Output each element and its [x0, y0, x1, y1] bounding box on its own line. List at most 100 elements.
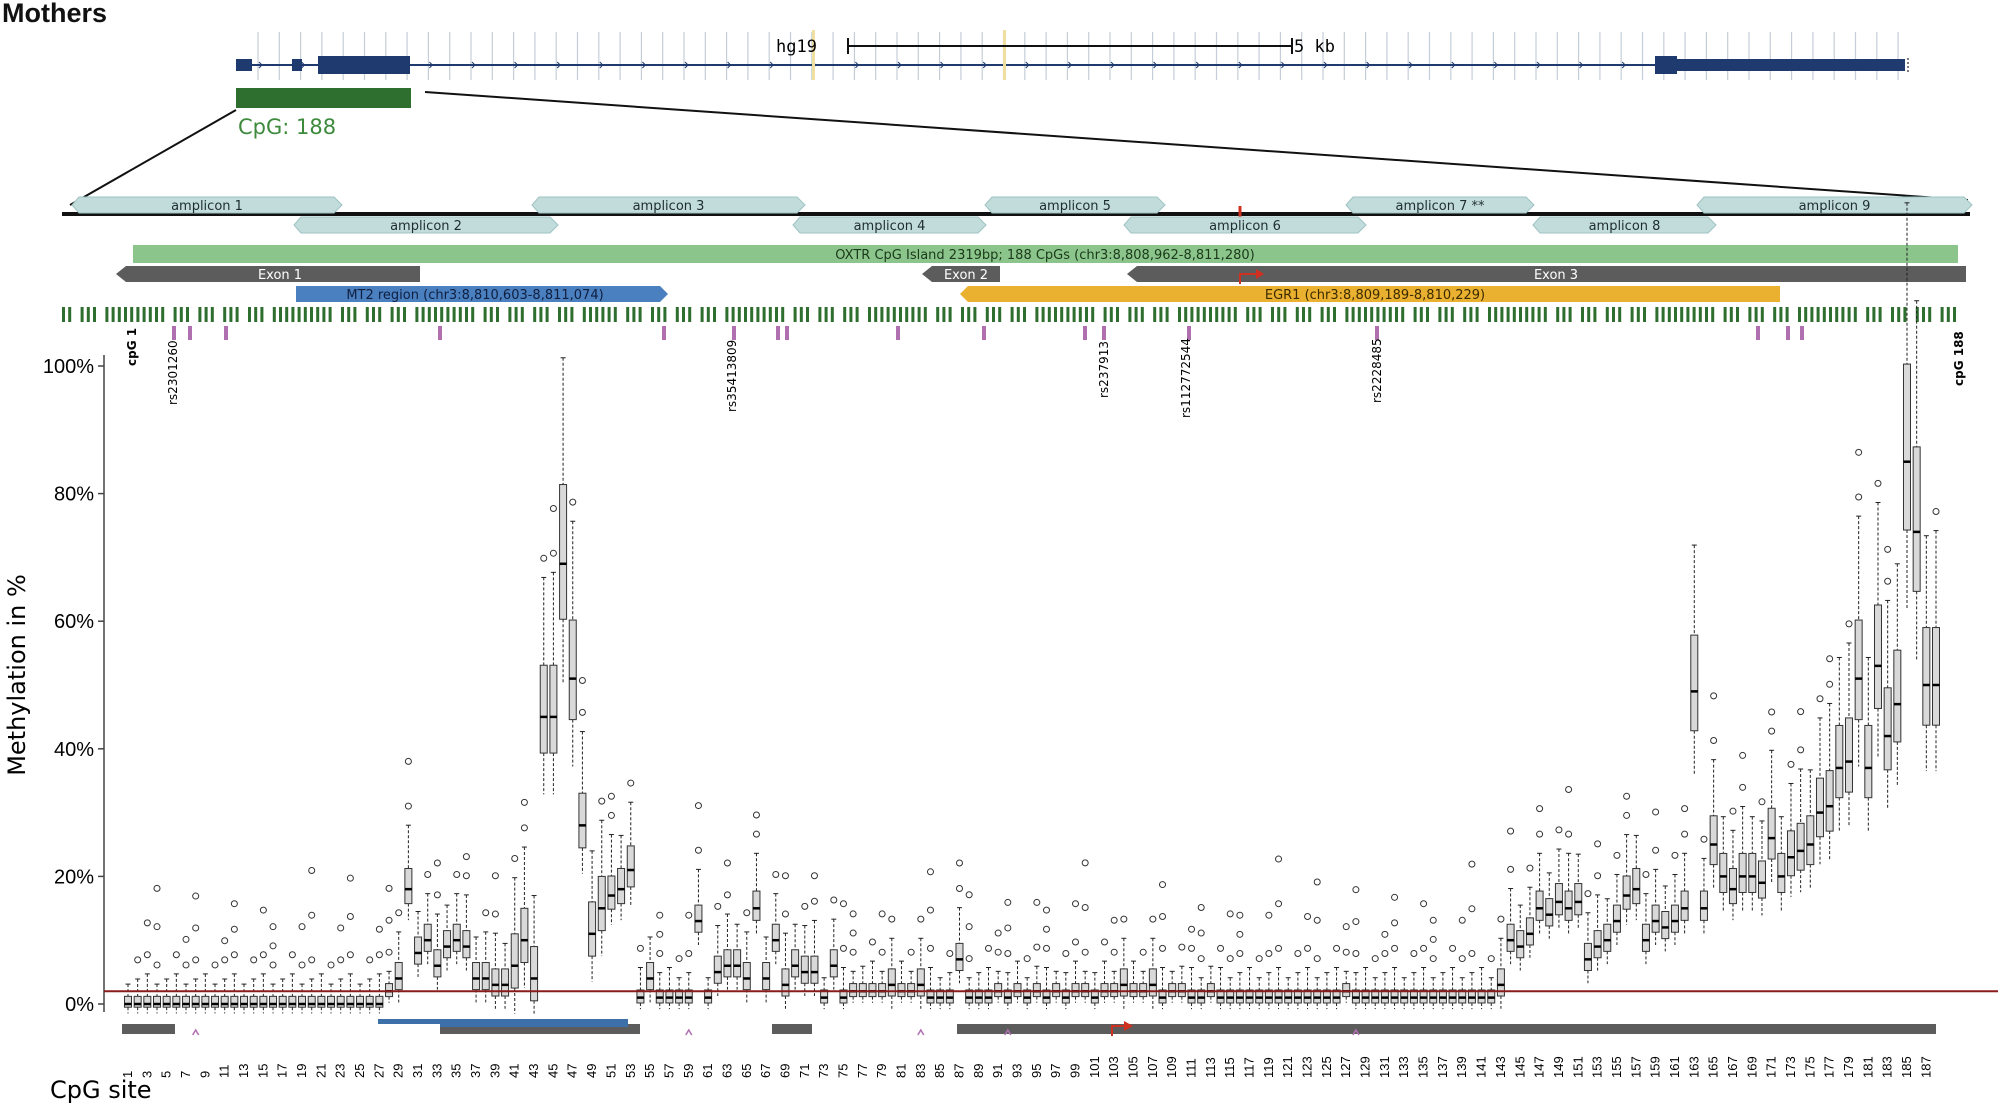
box-outlier	[1043, 925, 1051, 933]
box-outlier	[395, 909, 403, 917]
box-cpg-25	[356, 983, 365, 1014]
box-iqr	[404, 867, 413, 905]
box-cpg-85	[936, 977, 945, 1010]
x-tick-label: 177	[1822, 1056, 1837, 1078]
cpg-tick	[1556, 307, 1560, 322]
box-iqr	[617, 867, 626, 905]
box-cpg-9	[201, 973, 210, 1014]
box-outlier	[259, 951, 267, 959]
box-cpg-75	[839, 900, 848, 1010]
cpg-tick	[1537, 307, 1541, 322]
box-iqr	[1583, 942, 1592, 972]
box-outlier	[327, 961, 335, 969]
box-iqr	[1119, 968, 1128, 997]
box-outlier	[1178, 943, 1186, 951]
bottom-region-bar	[122, 1024, 1936, 1034]
x-tick-label: 139	[1454, 1056, 1469, 1078]
box-iqr	[1912, 446, 1921, 592]
box-outlier	[540, 554, 548, 562]
x-axis-ticks: 1 3 5 7 9 11 13 15 17 19 21 23 25 27 29 31 33 35 37 39 41 43 4…	[120, 1056, 1933, 1078]
box-iqr	[472, 962, 481, 991]
cpg-tick	[1413, 307, 1417, 322]
box-cpg-105	[1129, 960, 1138, 1003]
box-cpg-99	[1071, 900, 1080, 1003]
box-outlier	[955, 885, 963, 893]
cpg-tick	[700, 307, 704, 322]
box-outlier	[1555, 826, 1563, 834]
cpg-tick	[750, 307, 754, 322]
bottom-tss-head	[1124, 1021, 1133, 1031]
box-cpg-34	[443, 904, 452, 971]
x-tick-label: 109	[1164, 1056, 1179, 1078]
box-cpg-80	[887, 915, 896, 1009]
x-tick-label: 9	[197, 1071, 212, 1078]
box-cpg-64	[733, 923, 742, 990]
cpg-track-label: CpG: 188	[238, 115, 336, 139]
cpg-tick	[651, 307, 654, 322]
box-outlier	[1081, 904, 1089, 912]
box-iqr	[1864, 724, 1873, 799]
box-iqr	[1564, 890, 1573, 921]
cpg-tick	[434, 307, 437, 322]
box-iqr	[1786, 830, 1795, 877]
cpg-tick	[1134, 307, 1138, 322]
bottom-tss-line	[1111, 1025, 1124, 1036]
box-outlier	[1255, 955, 1263, 963]
box-cpg-100	[1081, 859, 1090, 1003]
cpg-tick	[775, 307, 778, 322]
cpg-tick	[1798, 307, 1801, 322]
cpg-tick	[1736, 307, 1739, 322]
box-outlier	[385, 884, 393, 892]
cpg-tick	[1891, 307, 1894, 322]
cpg-tick	[737, 307, 741, 322]
box-outlier	[907, 948, 915, 956]
box-cpg-155	[1612, 851, 1621, 945]
cpg-tick	[415, 307, 419, 322]
box-cpg-66	[752, 811, 761, 935]
x-tick-label: 95	[1029, 1064, 1044, 1078]
box-cpg-42	[520, 798, 529, 989]
box-outlier	[1468, 860, 1476, 868]
box-cpg-92	[1003, 898, 1012, 1010]
box-outlier	[955, 859, 963, 867]
cpg-island-label: OXTR CpG Island 2319bp; 188 CpGs (chr3:8…	[835, 248, 1254, 263]
cpg-tick	[1035, 307, 1039, 322]
box-outlier	[1449, 944, 1457, 952]
exon2-label: Exon 2	[944, 268, 988, 283]
box-outlier	[994, 929, 1002, 937]
cpg-tick	[198, 307, 202, 322]
box-outlier	[375, 951, 383, 959]
snp-label-rs237913: rs237913	[1097, 341, 1111, 398]
box-iqr	[1796, 822, 1805, 871]
box-outlier	[1594, 840, 1602, 848]
box-cpg-111	[1187, 925, 1196, 1010]
box-outlier	[656, 930, 664, 938]
cpg-tick	[638, 307, 642, 322]
y-axis-title: Methylation in %	[3, 574, 31, 776]
box-outlier	[868, 938, 876, 946]
box-outlier	[269, 942, 277, 950]
x-tick-label: 117	[1242, 1057, 1257, 1078]
egr1-feature: EGR1 (chr3:8,809,189-8,810,229)	[960, 286, 1780, 303]
x-tick-label: 53	[623, 1064, 638, 1078]
x-tick-label: 11	[217, 1065, 232, 1079]
cpg-tick	[1587, 307, 1591, 322]
box-outlier	[1236, 930, 1244, 938]
cpg-tick	[967, 307, 971, 322]
box-outlier	[984, 944, 992, 952]
cpg-tick	[713, 307, 716, 322]
box-cpg-172	[1777, 816, 1786, 911]
box-outlier	[965, 891, 973, 899]
cpg-tick	[824, 307, 828, 322]
highlight-band	[812, 30, 815, 80]
cpg-tick	[161, 307, 165, 322]
box-outlier	[1197, 904, 1205, 912]
box-cpg-36	[462, 853, 471, 971]
box-iqr	[762, 962, 771, 991]
cpg-tick	[806, 307, 809, 322]
cpg-tick	[173, 307, 177, 322]
amplicon-7-arrow	[1345, 196, 1535, 214]
box-outlier	[404, 802, 412, 810]
box-outlier	[752, 811, 760, 819]
cpg-tick	[1116, 307, 1119, 322]
